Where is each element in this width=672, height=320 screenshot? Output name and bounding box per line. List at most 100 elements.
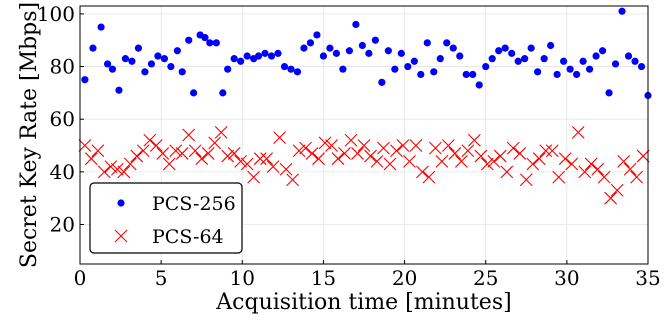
data-point (312, 152, 325, 166)
data-point (493, 149, 507, 163)
data-point (611, 60, 620, 68)
data-point (313, 31, 321, 39)
data-point (630, 170, 644, 184)
data-point (167, 62, 175, 71)
data-point (352, 20, 360, 29)
data-point (121, 55, 130, 63)
legend-marker-pcs-64 (114, 229, 128, 243)
data-point (377, 141, 390, 155)
data-point (624, 52, 633, 60)
data-point (169, 144, 183, 158)
data-point (514, 57, 522, 65)
data-point (160, 55, 168, 63)
x-tick-label: 10 (230, 266, 255, 290)
data-point (117, 165, 131, 179)
data-point (534, 68, 542, 76)
data-point (480, 157, 494, 171)
data-point (130, 149, 144, 163)
data-point (566, 65, 574, 73)
data-point (384, 47, 392, 55)
data-point (292, 144, 306, 158)
data-point (274, 49, 282, 57)
data-point (403, 154, 416, 168)
x-tick-label: 30 (554, 266, 579, 290)
data-point (565, 157, 579, 171)
data-point (84, 152, 98, 166)
data-point (214, 125, 228, 139)
data-point (227, 147, 241, 160)
data-point (365, 49, 373, 57)
data-point (501, 44, 509, 52)
y-tick-label: 40 (50, 160, 75, 184)
data-point (448, 147, 462, 160)
y-tick-label: 80 (50, 55, 75, 79)
x-tick-label: 35 (635, 266, 660, 290)
data-point (449, 44, 457, 52)
data-point (469, 70, 477, 79)
data-point (474, 149, 488, 163)
data-point (188, 144, 202, 158)
data-point (254, 52, 263, 60)
y-axis-label: Secret Key Rate [Mbps] (17, 2, 42, 268)
data-point (299, 141, 312, 155)
data-point (141, 68, 149, 76)
y-tick-label: 20 (50, 213, 75, 237)
data-point (306, 39, 315, 47)
data-point (261, 49, 269, 57)
data-point (585, 65, 594, 73)
data-point (240, 157, 254, 171)
data-point (230, 55, 238, 63)
data-point (339, 65, 347, 73)
data-point (344, 133, 358, 147)
data-point (618, 7, 626, 15)
data-point (260, 152, 274, 166)
data-point (253, 152, 267, 166)
data-point (610, 183, 624, 197)
plot-frame (79, 5, 649, 265)
data-point (345, 47, 353, 55)
data-point (430, 68, 438, 76)
data-point (488, 55, 496, 63)
data-point (637, 62, 646, 71)
data-point (553, 70, 561, 79)
legend-box (89, 182, 243, 254)
data-point (462, 70, 470, 79)
data-point (584, 157, 598, 171)
data-point (273, 131, 286, 145)
data-point (162, 157, 176, 171)
data-point (506, 141, 520, 155)
data-point (532, 152, 546, 166)
data-point (221, 149, 235, 163)
data-point (136, 144, 150, 158)
y-tick-label: 100 (37, 2, 75, 26)
data-point (378, 78, 386, 86)
data-point (108, 65, 117, 73)
x-tick-label: 25 (473, 266, 498, 290)
data-point (195, 152, 209, 166)
data-point (201, 33, 209, 42)
y-tick-label: 60 (50, 107, 75, 131)
data-point (391, 65, 399, 73)
data-point (110, 162, 124, 176)
data-point (97, 23, 105, 31)
data-point (91, 144, 105, 158)
data-point (435, 154, 449, 168)
data-point (364, 149, 377, 163)
data-point (558, 152, 572, 166)
data-point (234, 154, 248, 168)
data-point (103, 60, 112, 68)
data-point (519, 173, 533, 187)
legend: PCS-256 PCS-64 (89, 182, 243, 254)
data-point (104, 160, 118, 173)
data-point (560, 57, 568, 65)
legend-label-pcs-256: PCS-256 (152, 193, 236, 215)
data-point (422, 170, 436, 184)
data-point (527, 44, 535, 52)
data-point (156, 147, 170, 160)
data-point (416, 165, 429, 179)
data-point (154, 52, 162, 60)
data-point (182, 128, 196, 142)
data-point (539, 144, 553, 158)
data-point (436, 55, 444, 63)
series-pcs-256 (81, 7, 652, 100)
